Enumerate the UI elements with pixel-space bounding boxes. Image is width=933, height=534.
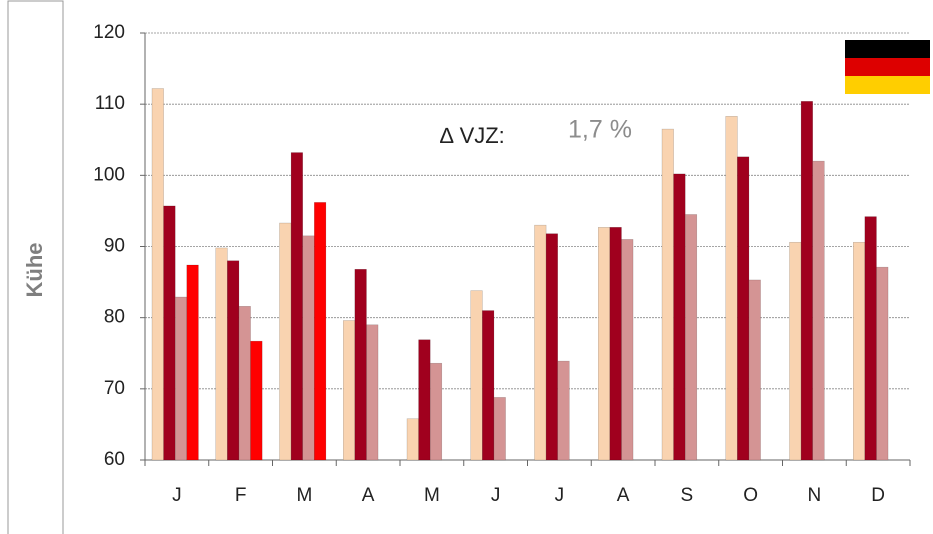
y-tick-label: 90 (104, 236, 125, 257)
x-tick-label: N (808, 485, 822, 506)
flag (845, 40, 930, 94)
bar (215, 247, 228, 461)
bar (186, 264, 199, 461)
bar (673, 173, 686, 461)
x-tick-label: O (743, 485, 758, 506)
bar (406, 418, 419, 461)
bar (737, 156, 750, 461)
bar (876, 266, 889, 461)
bar (534, 224, 547, 461)
bar (314, 202, 327, 461)
bar (238, 306, 251, 461)
x-tick-label: J (172, 485, 182, 506)
x-tick-label: S (681, 485, 694, 506)
bar (163, 205, 176, 461)
bar (227, 260, 240, 461)
bar (545, 233, 558, 461)
x-tick-label: F (235, 485, 247, 506)
x-tick-label: A (362, 485, 375, 506)
bar (302, 235, 315, 461)
bar (429, 362, 443, 461)
bar (789, 241, 802, 461)
bar (725, 116, 738, 461)
y-tick-label: 80 (104, 307, 125, 328)
bar (290, 152, 303, 461)
y-tick-label: 60 (104, 449, 125, 470)
y-tick-label: 110 (95, 93, 125, 114)
x-tick-label: M (424, 485, 440, 506)
bar (354, 269, 367, 461)
x-tick-label: D (871, 485, 885, 506)
annotation-value: 1,7 % (568, 116, 632, 144)
bar (598, 227, 611, 461)
x-tick-label: A (617, 485, 630, 506)
y-tick-label: 120 (93, 22, 125, 43)
x-tick-label: M (296, 485, 312, 506)
flag-stripe (845, 76, 930, 94)
bar (279, 222, 292, 461)
flag-stripe (845, 58, 930, 76)
x-tick-label: J (491, 485, 501, 506)
bar (366, 324, 379, 461)
flag-stripe (845, 40, 930, 58)
bar (812, 160, 825, 461)
bar (493, 397, 506, 461)
x-tick-label: J (555, 485, 565, 506)
bar (609, 227, 622, 461)
y-tick-label: 100 (93, 164, 125, 185)
bar (853, 241, 866, 461)
bar (661, 128, 674, 461)
bar (343, 320, 356, 461)
bar (800, 101, 813, 461)
bar (418, 339, 431, 461)
annotation-label: ∆ VJZ: (440, 123, 505, 148)
bar (250, 340, 263, 461)
bar (151, 88, 164, 461)
y-label-box (7, 0, 64, 534)
bar (864, 216, 877, 461)
bar (470, 290, 483, 461)
bar (174, 296, 188, 461)
bar (482, 310, 495, 461)
bar (621, 239, 634, 461)
y-axis-label: Kühe (22, 243, 47, 298)
bar (684, 214, 698, 461)
y-tick-label: 70 (104, 378, 125, 399)
bar (748, 279, 761, 461)
bar (557, 360, 570, 461)
